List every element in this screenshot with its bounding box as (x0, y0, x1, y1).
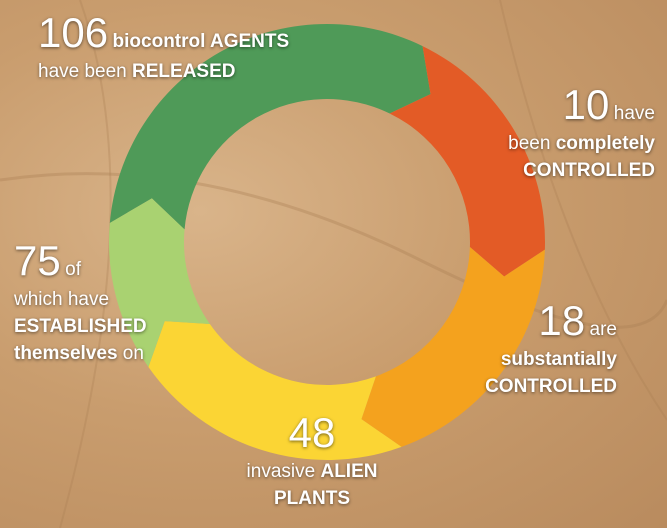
stat-text: biocontrol AGENTS (113, 31, 290, 52)
stat-text: have been (38, 61, 127, 82)
stat-text: CONTROLLED (485, 377, 617, 396)
stat-text: invasive (247, 461, 316, 482)
stat-number: 18 (538, 297, 585, 344)
stat-number: 106 (38, 9, 108, 56)
stat-number: 10 (563, 81, 610, 128)
stat-text: are (590, 319, 617, 340)
stat-text: themselves (14, 343, 118, 364)
stat-number: 75 (14, 237, 61, 284)
stat-text: RELEASED (132, 61, 235, 82)
infographic: 106 biocontrol AGENTS have been RELEASED… (0, 0, 667, 528)
stat-text: ALIEN (320, 461, 377, 482)
stat-text: PLANTS (212, 489, 412, 508)
stat-released: 106 biocontrol AGENTS have been RELEASED (38, 12, 289, 81)
stat-text: been (508, 133, 550, 154)
stat-text: on (123, 343, 144, 364)
stat-text: CONTROLLED (508, 161, 655, 180)
stat-text: substantially (485, 350, 617, 369)
stat-text: of (65, 259, 81, 280)
stat-text: which have (14, 290, 147, 309)
stat-text: have (614, 103, 655, 124)
stat-substantial: 18 are substantially CONTROLLED (485, 300, 617, 396)
stat-controlled: 10 have been completely CONTROLLED (508, 84, 655, 180)
stat-text: ESTABLISHED (14, 317, 147, 336)
stat-text: completely (556, 133, 655, 154)
stat-number: 48 (212, 412, 412, 454)
stat-established: 75 of which have ESTABLISHED themselves … (14, 240, 147, 363)
stat-plants: 48 invasive ALIEN PLANTS (212, 412, 412, 508)
